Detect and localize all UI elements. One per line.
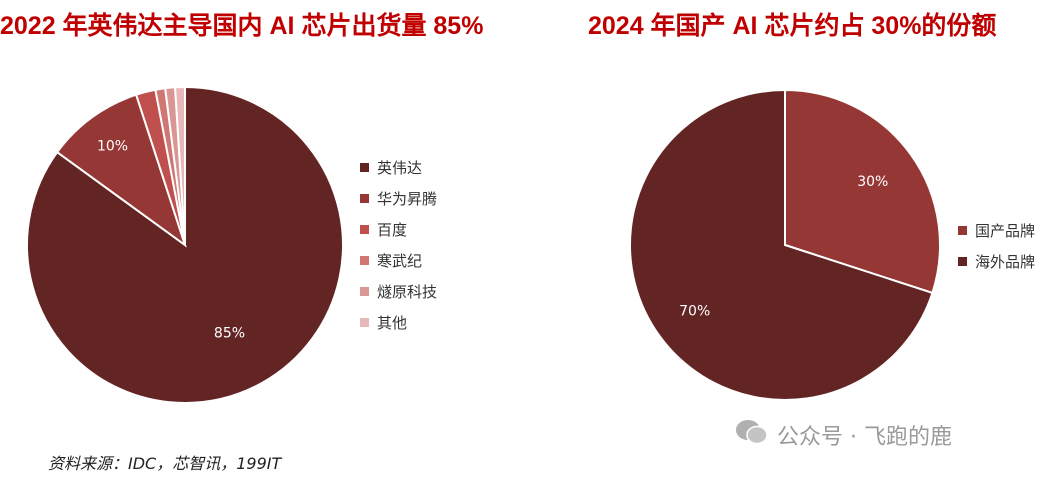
data-label: 30%	[857, 174, 888, 190]
legend-label: 寒武纪	[377, 252, 423, 270]
legend-item: 百度	[360, 214, 437, 245]
legend-label: 海外品牌	[975, 253, 1036, 271]
pie-slice-其他	[174, 85, 186, 246]
wechat-icon	[735, 418, 769, 452]
pie-slice-国产品牌	[784, 88, 941, 295]
legend-swatch	[360, 225, 369, 234]
pie-slice-海外品牌	[629, 88, 934, 401]
legend-label: 英伟达	[377, 159, 423, 177]
legend-left: 英伟达华为昇腾百度寒武纪燧原科技其他	[360, 152, 437, 338]
legend-swatch	[360, 256, 369, 265]
data-label: 70%	[679, 304, 710, 320]
legend-item: 燧原科技	[360, 276, 437, 307]
legend-label: 百度	[377, 221, 408, 239]
legend-label: 国产品牌	[975, 222, 1036, 240]
legend-item: 国产品牌	[958, 215, 1035, 246]
data-label: 10%	[97, 138, 128, 154]
legend-swatch	[360, 194, 369, 203]
legend-right: 国产品牌 海外品牌	[958, 215, 1035, 277]
legend-swatch	[958, 257, 967, 266]
legend-item: 其他	[360, 307, 437, 338]
legend-item: 海外品牌	[958, 246, 1035, 277]
legend-item: 英伟达	[360, 152, 437, 183]
chart-title-left: 2022 年英伟达主导国内 AI 芯片出货量 85%	[0, 12, 484, 40]
pie-slice-华为昇腾	[55, 93, 187, 248]
legend-swatch	[360, 163, 369, 172]
legend-item: 华为昇腾	[360, 183, 437, 214]
watermark: 公众号 · 飞跑的鹿	[735, 418, 952, 452]
legend-swatch	[360, 287, 369, 296]
legend-swatch	[360, 318, 369, 327]
legend-label: 其他	[377, 314, 408, 332]
watermark-text: 公众号 · 飞跑的鹿	[777, 425, 952, 450]
legend-label: 华为昇腾	[377, 190, 438, 208]
legend-label: 燧原科技	[377, 283, 438, 301]
legend-item: 寒武纪	[360, 245, 437, 276]
source-note: 资料来源：IDC，芯智讯，199IT	[48, 454, 282, 473]
legend-swatch	[958, 226, 967, 235]
chart-title-right: 2024 年国产 AI 芯片约占 30%的份额	[588, 12, 997, 40]
data-label: 85%	[214, 325, 245, 341]
